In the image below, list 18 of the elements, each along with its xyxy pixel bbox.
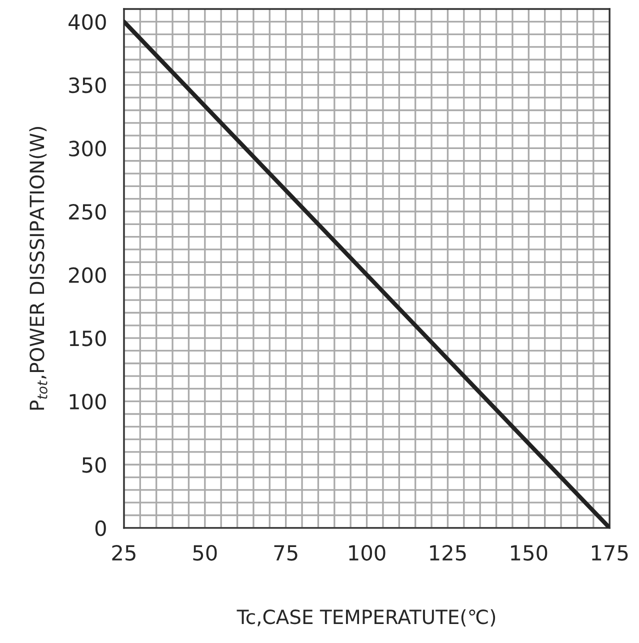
x-tick-label: 50 [193, 544, 217, 561]
y-tick-label: 150 [70, 330, 106, 346]
x-tick-label: 150 [511, 544, 548, 561]
y-tick-label: 300 [69, 140, 106, 156]
y-tick-label: 200 [69, 267, 106, 283]
y-axis-title: P$_{tot}$,POWER DISSSIPATION(W) [29, 127, 48, 410]
x-tick-label: 100 [349, 544, 386, 561]
x-axis-title: Tc,CASE TEMPERATUTE(℃) [236, 609, 496, 627]
x-tick-label: 125 [430, 544, 466, 561]
y-tick-label: 0 [95, 520, 106, 536]
x-tick-label: 75 [274, 545, 298, 561]
y-tick-label: 350 [69, 77, 106, 94]
y-tick-label: 100 [70, 394, 106, 410]
x-tick-label: 25 [112, 544, 136, 561]
y-tick-label: 250 [69, 204, 106, 220]
y-tick-label: 50 [82, 457, 106, 473]
y-tick-label: 400 [68, 14, 106, 30]
x-tick-label: 175 [592, 545, 628, 561]
